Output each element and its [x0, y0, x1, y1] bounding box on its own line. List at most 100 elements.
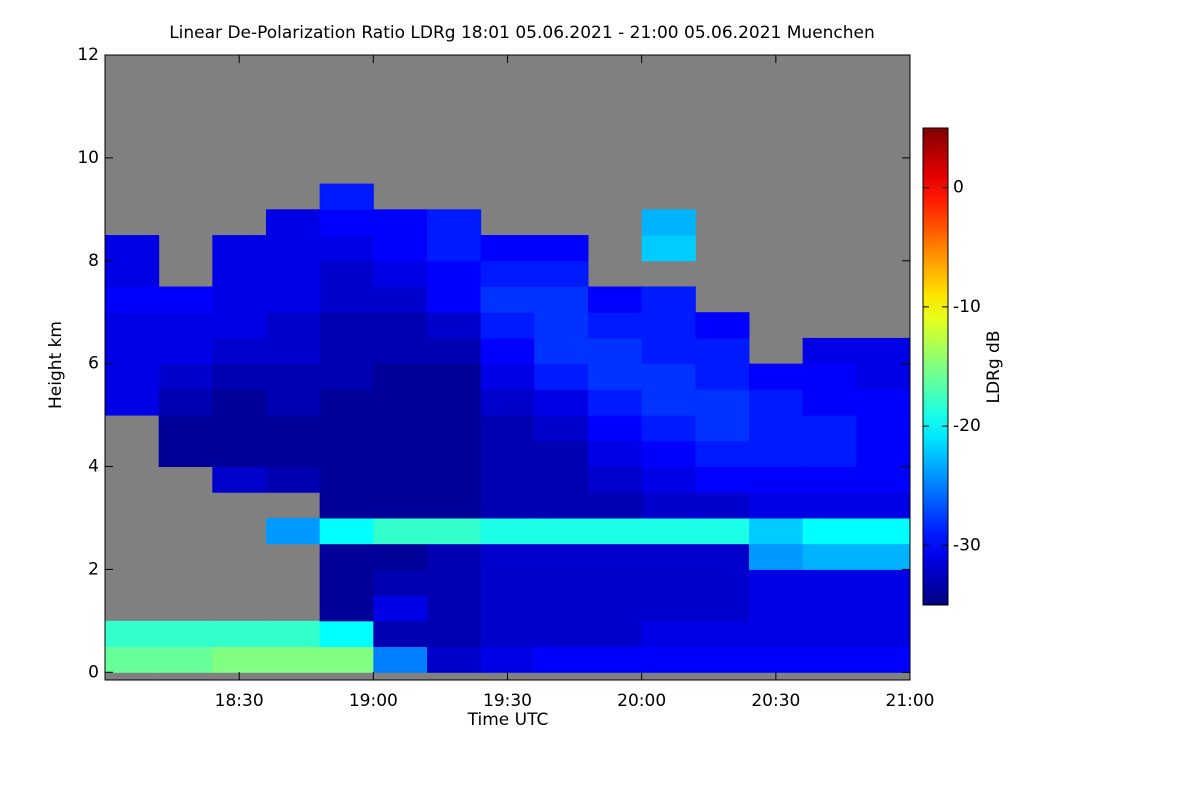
heatmap-cell: [749, 466, 804, 493]
heatmap-cell: [749, 569, 804, 596]
heatmap-cell: [856, 569, 911, 596]
heatmap-cell: [480, 569, 535, 596]
heatmap-cell: [373, 286, 428, 313]
heatmap-cell: [749, 517, 804, 545]
heatmap-cell: [158, 363, 213, 390]
heatmap-cell: [588, 312, 643, 339]
heatmap-cell: [641, 440, 696, 468]
heatmap-cell: [373, 440, 428, 468]
heatmap-cell: [373, 595, 428, 622]
colorbar-tick-label: -10: [953, 297, 981, 317]
heatmap-cell: [641, 209, 696, 236]
heatmap-cell: [373, 363, 428, 390]
heatmap-cell: [105, 235, 160, 262]
heatmap-cell: [802, 415, 857, 442]
heatmap-cell: [373, 235, 428, 262]
heatmap-cell: [105, 286, 160, 313]
heatmap-cell: [427, 337, 482, 365]
heatmap-cell: [373, 620, 428, 648]
heatmap-cell: [695, 517, 750, 545]
heatmap-cell: [856, 595, 911, 622]
heatmap-cell: [319, 517, 374, 545]
heatmap-cell: [319, 492, 374, 519]
heatmap-cell: [749, 595, 804, 622]
heatmap-cell: [319, 312, 374, 339]
heatmap-cell: [266, 209, 321, 236]
heatmap-cell: [319, 543, 374, 570]
heatmap-cell: [319, 415, 374, 442]
heatmap-cell: [266, 337, 321, 365]
x-tick-label: 19:00: [349, 691, 398, 711]
heatmap-cell: [158, 646, 213, 673]
colorbar-tick-label: 0: [953, 178, 964, 198]
heatmap-cell: [534, 440, 589, 468]
heatmap-cell: [802, 646, 857, 673]
colorbar-tick-label: -30: [953, 535, 981, 555]
heatmap-cell: [319, 646, 374, 673]
heatmap-cell: [266, 260, 321, 287]
heatmap-cell: [427, 415, 482, 442]
colorbar-label: LDRg dB: [984, 330, 1004, 403]
heatmap-cell: [319, 440, 374, 468]
heatmap-cell: [641, 646, 696, 673]
heatmap-cell: [534, 569, 589, 596]
heatmap-cell: [856, 440, 911, 468]
heatmap-cell: [480, 312, 535, 339]
x-axis-label: Time UTC: [467, 710, 549, 730]
heatmap-cell: [641, 363, 696, 390]
heatmap-cell: [695, 595, 750, 622]
heatmap-cell: [749, 389, 804, 416]
y-tick-label: 4: [88, 457, 99, 477]
heatmap-cell: [695, 620, 750, 648]
heatmap-cell: [427, 492, 482, 519]
heatmap-cell: [534, 286, 589, 313]
heatmap-cell: [427, 543, 482, 570]
heatmap-cell: [266, 517, 321, 545]
x-tick-label: 19:30: [483, 691, 532, 711]
heatmap-cell: [749, 492, 804, 519]
heatmap-cell: [641, 543, 696, 570]
heatmap-cell: [480, 646, 535, 673]
heatmap-cell: [480, 466, 535, 493]
heatmap-cell: [158, 440, 213, 468]
heatmap-cell: [319, 183, 374, 210]
heatmap-cell: [319, 569, 374, 596]
heatmap-cell: [427, 646, 482, 673]
heatmap-cell: [266, 286, 321, 313]
heatmap-cell: [856, 466, 911, 493]
heatmap-cell: [641, 466, 696, 493]
heatmap-cell: [534, 620, 589, 648]
heatmap-cell: [534, 363, 589, 390]
heatmap-cell: [480, 260, 535, 287]
heatmap-cell: [373, 466, 428, 493]
heatmap-cell: [588, 620, 643, 648]
heatmap-cell: [641, 235, 696, 262]
heatmap-cell: [641, 286, 696, 313]
heatmap-cell: [427, 235, 482, 262]
heatmap-cell: [266, 235, 321, 262]
heatmap-cell: [480, 389, 535, 416]
heatmap-cell: [534, 517, 589, 545]
heatmap-cell: [480, 235, 535, 262]
heatmap-cell: [534, 466, 589, 493]
heatmap-cell: [105, 312, 160, 339]
x-tick-label: 20:30: [751, 691, 800, 711]
heatmap-cell: [695, 569, 750, 596]
heatmap-cell: [319, 620, 374, 648]
heatmap-cell: [802, 595, 857, 622]
colorbar-tick-label: -20: [953, 416, 981, 436]
heatmap-cell: [373, 517, 428, 545]
heatmap-cell: [641, 492, 696, 519]
heatmap-cell: [373, 569, 428, 596]
heatmap-cell: [588, 389, 643, 416]
heatmap-cell: [588, 440, 643, 468]
x-tick-label: 18:30: [215, 691, 264, 711]
heatmap-cell: [588, 569, 643, 596]
heatmap-cell: [212, 286, 267, 313]
heatmap-cell: [802, 389, 857, 416]
heatmap-cell: [427, 209, 482, 236]
heatmap-cell: [319, 260, 374, 287]
heatmap-cell: [641, 337, 696, 365]
heatmap-cell: [319, 466, 374, 493]
